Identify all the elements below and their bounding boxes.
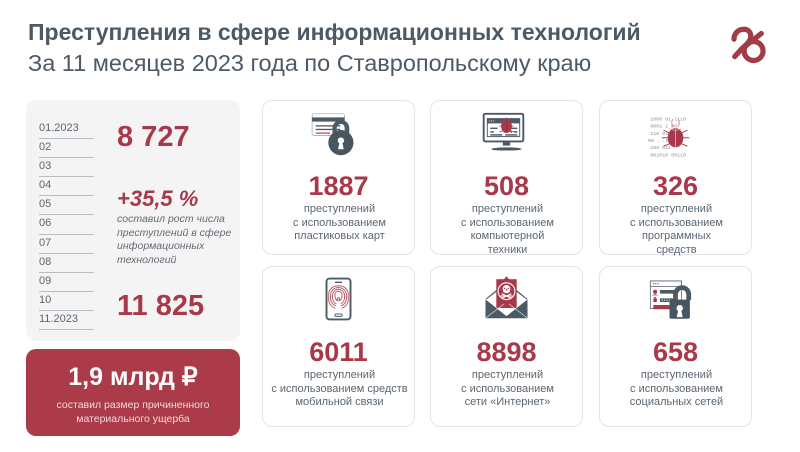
svg-text:001010 00110: 001010 00110 [650,152,686,158]
svg-text:100 011: 100 011 [650,145,671,151]
svg-text:1000 01 1110: 1000 01 1110 [650,116,686,122]
